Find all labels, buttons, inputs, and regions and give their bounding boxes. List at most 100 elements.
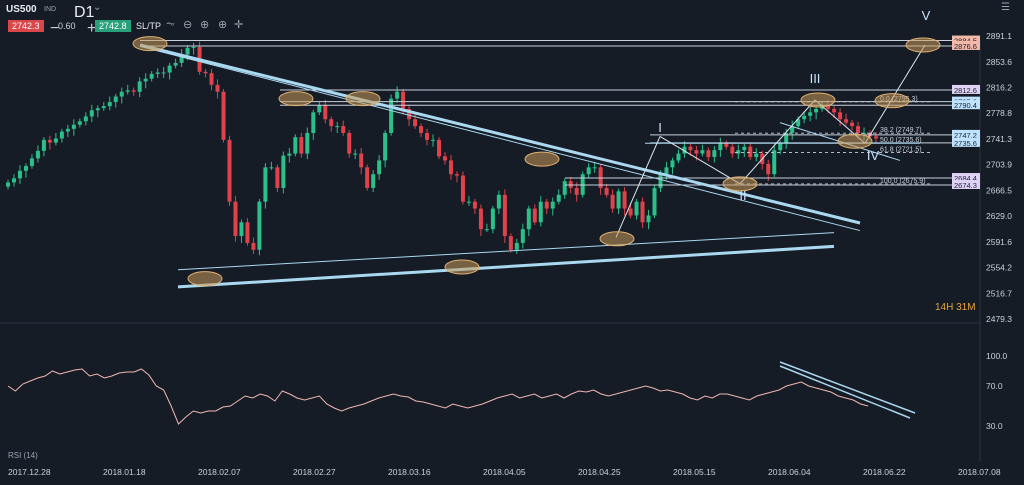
candle-body bbox=[538, 201, 543, 223]
rsi-indicator-label: RSI (14) bbox=[8, 451, 38, 460]
x-tick-label: 2018.02.27 bbox=[293, 467, 336, 477]
price-level-label: 2735.6 bbox=[954, 139, 977, 148]
chevron-down-icon[interactable]: ⌄ bbox=[93, 2, 102, 13]
wave-path-line bbox=[659, 135, 741, 185]
x-tick-label: 2018.06.22 bbox=[863, 467, 906, 477]
candle-body bbox=[323, 105, 328, 120]
candle-body bbox=[634, 201, 639, 216]
rsi-tick-label: 30.0 bbox=[986, 421, 1003, 431]
candle-body bbox=[724, 143, 729, 147]
price-level-label: 2674.3 bbox=[954, 181, 977, 190]
candle-body bbox=[245, 222, 250, 243]
price-level-label: 2876.6 bbox=[954, 42, 977, 51]
rsi-tick-label: 70.0 bbox=[986, 381, 1003, 391]
candle-body bbox=[185, 47, 190, 55]
candle-body bbox=[658, 174, 663, 188]
candle-body bbox=[844, 119, 849, 123]
candle-body bbox=[137, 81, 142, 92]
crosshair-icon[interactable]: ✛ bbox=[234, 19, 244, 31]
rsi-line bbox=[7, 368, 869, 425]
wave-path-line bbox=[615, 136, 661, 238]
candle-body bbox=[47, 139, 52, 143]
y-tick-label: 2516.7 bbox=[986, 288, 1012, 298]
sell-price-button[interactable]: 2742.3 bbox=[8, 20, 44, 32]
candle-body bbox=[299, 137, 304, 154]
candle-body bbox=[431, 139, 436, 141]
candle-body bbox=[125, 90, 130, 92]
candle-body bbox=[287, 153, 292, 156]
candle-body bbox=[484, 229, 489, 231]
minus-sign: − bbox=[50, 20, 60, 37]
x-tick-label: 2018.02.07 bbox=[198, 467, 241, 477]
candle-body bbox=[23, 165, 28, 171]
symbol-label[interactable]: US500 bbox=[6, 4, 37, 15]
zoom-out-icon[interactable]: ⊖ bbox=[183, 19, 193, 31]
candle-body bbox=[149, 73, 154, 79]
candle-body bbox=[802, 115, 807, 120]
x-tick-label: 2018.04.05 bbox=[483, 467, 526, 477]
zoom-in-icon[interactable]: ⊕ bbox=[200, 19, 210, 31]
candle-body bbox=[389, 98, 394, 133]
price-level-tag bbox=[952, 84, 980, 94]
candle-body bbox=[65, 128, 70, 132]
candle-body bbox=[592, 167, 597, 169]
candle-body bbox=[161, 72, 166, 74]
sltp-button[interactable]: SL/TP bbox=[136, 21, 162, 31]
x-tick-label: 2018.07.08 bbox=[958, 467, 1001, 477]
candle-body bbox=[329, 119, 334, 127]
candle-body bbox=[742, 146, 747, 151]
candle-body bbox=[233, 201, 238, 237]
candle-body bbox=[227, 139, 232, 202]
y-tick-label: 2629.0 bbox=[986, 211, 1012, 221]
candle-body bbox=[442, 156, 447, 161]
candle-body bbox=[616, 191, 621, 209]
candle-body bbox=[401, 91, 406, 109]
y-tick-label: 2891.1 bbox=[986, 31, 1012, 41]
candle-body bbox=[41, 139, 46, 151]
candle-body bbox=[395, 91, 400, 99]
wave-label: I bbox=[658, 120, 662, 135]
settings-menu-icon[interactable]: ☰ bbox=[1001, 2, 1010, 13]
candle-body bbox=[11, 178, 16, 183]
candle-body bbox=[29, 158, 34, 166]
marker-ellipse bbox=[905, 37, 941, 53]
candle-body bbox=[766, 163, 771, 175]
candle-body bbox=[335, 126, 340, 128]
candle-body bbox=[808, 112, 813, 116]
candle-body bbox=[520, 229, 525, 243]
candle-body bbox=[143, 78, 148, 82]
chart-type-icon[interactable]: ⏦ bbox=[166, 18, 175, 30]
candle-body bbox=[628, 208, 633, 216]
wave-label: II bbox=[739, 188, 746, 203]
candle-body bbox=[664, 167, 669, 175]
price-level-label: 2684.4 bbox=[954, 174, 977, 183]
candle-body bbox=[131, 90, 136, 92]
marker-ellipse bbox=[278, 91, 314, 107]
candle-body bbox=[275, 167, 280, 188]
x-tick-label: 2018.04.25 bbox=[578, 467, 621, 477]
trendline bbox=[177, 244, 835, 289]
zoom-in-icon-2[interactable]: ⊕ bbox=[218, 19, 228, 31]
candle-body bbox=[191, 47, 196, 49]
candle-body bbox=[682, 146, 687, 154]
marker-ellipse bbox=[800, 92, 836, 108]
plus-sign: + bbox=[87, 20, 97, 37]
candle-body bbox=[365, 167, 370, 188]
candle-body bbox=[514, 242, 519, 250]
buy-price-button[interactable]: 2742.8 bbox=[95, 20, 131, 32]
candle-body bbox=[179, 54, 184, 63]
candle-body bbox=[119, 91, 124, 97]
candle-body bbox=[778, 143, 783, 151]
candle-body bbox=[478, 208, 483, 230]
candle-body bbox=[53, 138, 58, 143]
candle-body bbox=[646, 215, 651, 223]
marker-ellipse bbox=[524, 151, 560, 167]
candle-body bbox=[550, 201, 555, 209]
timeframe-label[interactable]: D1 bbox=[74, 4, 95, 21]
candle-body bbox=[437, 139, 442, 157]
trendline bbox=[177, 232, 835, 271]
marker-ellipse bbox=[837, 133, 873, 149]
wave-label: V bbox=[922, 8, 931, 23]
rsi-trendline bbox=[779, 365, 911, 419]
